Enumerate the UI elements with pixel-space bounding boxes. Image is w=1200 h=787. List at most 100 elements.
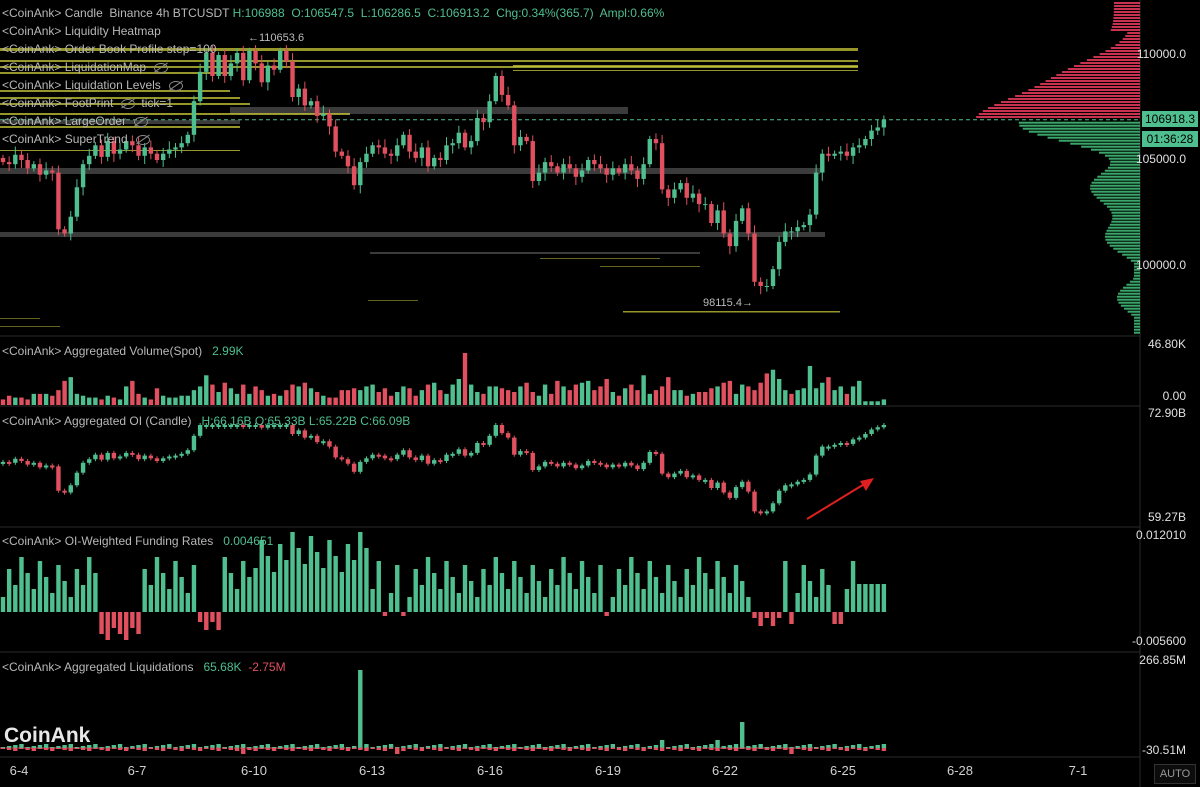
eye-hidden-icon[interactable] — [168, 80, 183, 91]
liquidation-short-bar — [844, 748, 850, 751]
funding-bar — [666, 565, 671, 612]
x-tick: 6-10 — [240, 763, 268, 778]
liquidation-long-bar — [518, 747, 523, 748]
eye-hidden-icon[interactable] — [134, 116, 149, 127]
oi-candle — [752, 491, 757, 512]
volume-bar — [13, 397, 18, 405]
price-candle — [807, 214, 813, 226]
liquidity-level — [0, 318, 40, 319]
eye-hidden-icon[interactable] — [154, 62, 169, 73]
volume-bar — [99, 399, 104, 405]
bid-profile-bar — [1108, 226, 1140, 229]
bid-profile-bar — [1108, 157, 1140, 160]
volume-bar — [80, 395, 86, 405]
funding-bar — [56, 565, 61, 612]
overlay-large-order[interactable]: <CoinAnk> LargeOrder — [2, 112, 154, 130]
candle-legend-amplitude: Ampl:0.66% — [599, 6, 665, 20]
funding-bar — [37, 561, 43, 612]
liquidity-level — [600, 266, 700, 267]
liquidation-long-bar — [549, 746, 554, 748]
liquidation-long-bar — [376, 746, 381, 748]
volume-bar — [881, 399, 887, 405]
liquidation-long-bar — [31, 746, 36, 748]
oi-candle — [487, 435, 492, 445]
overlay-liquidity-heatmap[interactable]: <CoinAnk> Liquidity Heatmap — [2, 22, 161, 40]
eye-hidden-icon[interactable] — [121, 98, 136, 109]
price-candle — [148, 147, 154, 154]
ask-profile-bar — [1110, 47, 1140, 49]
liquidation-long-bar — [179, 746, 184, 748]
liquidations-legend-short: -2.75M — [248, 660, 286, 674]
ask-profile-bar — [1113, 2, 1140, 4]
liquidity-band — [230, 107, 628, 114]
liquidation-long-bar — [456, 745, 462, 748]
liquidation-long-bar — [56, 746, 61, 748]
price-tick-100000: 100000.0 — [1135, 258, 1186, 272]
price-candle — [179, 143, 184, 148]
funding-bar — [160, 573, 166, 612]
liquidation-short-bar — [801, 748, 806, 750]
volume-bar — [549, 393, 554, 405]
price-candle — [703, 204, 708, 206]
funding-legend: <CoinAnk> OI-Weighted Funding Rates 0.00… — [2, 532, 273, 550]
volume-bar — [536, 395, 542, 405]
overlay-liquidation-levels[interactable]: <CoinAnk> Liquidation Levels — [2, 76, 189, 94]
funding-bar — [690, 585, 696, 612]
volume-bar — [87, 397, 92, 405]
funding-bar — [167, 589, 172, 612]
liquidation-short-bar — [105, 748, 110, 751]
funding-bar — [733, 565, 739, 612]
price-candle — [518, 136, 523, 146]
oi-candle — [653, 452, 659, 454]
price-candle — [850, 147, 856, 156]
liquidation-long-bar — [764, 747, 770, 748]
auto-scale-button[interactable]: AUTO — [1154, 764, 1196, 784]
price-candle — [117, 149, 123, 154]
ask-profile-bar — [1001, 101, 1140, 103]
price-candle — [690, 193, 696, 198]
volume-bar — [592, 390, 597, 405]
bid-profile-bar — [1118, 301, 1140, 304]
volume-bar — [271, 393, 277, 405]
bid-profile-bar — [1130, 259, 1140, 262]
price-candle — [524, 136, 529, 142]
volume-bar — [481, 393, 486, 405]
liquidation-short-bar — [727, 748, 733, 750]
liquidation-short-bar — [678, 748, 683, 751]
candle-legend-high: H:106988 — [232, 6, 285, 20]
volume-bar — [358, 390, 363, 405]
liquidation-long-bar — [536, 744, 542, 748]
price-candle — [142, 147, 147, 156]
volume-bar — [222, 382, 227, 405]
overlay-supertrend[interactable]: <CoinAnk> SuperTrend — [2, 130, 156, 148]
overlay-liquidation-map[interactable]: <CoinAnk> LiquidationMap — [2, 58, 174, 76]
price-candle — [438, 157, 443, 160]
bid-profile-bar — [1070, 142, 1140, 145]
overlay-order-book-profile[interactable]: <CoinAnk> Order Book Profile step=100 — [2, 40, 216, 58]
bid-profile-bar — [1134, 265, 1140, 268]
volume-bar — [216, 392, 221, 405]
eye-hidden-icon[interactable] — [135, 134, 150, 145]
ask-profile-bar — [1112, 23, 1140, 25]
oi-candle — [696, 475, 702, 480]
funding-bar — [844, 589, 850, 612]
oi-candle — [284, 425, 289, 427]
liquidation-long-bar — [271, 747, 277, 748]
price-candle — [740, 208, 745, 221]
funding-bar — [487, 585, 492, 612]
volume-bar — [869, 401, 874, 405]
liquidation-short-bar — [820, 748, 825, 750]
overlay-footprint[interactable]: <CoinAnk> FootPrint tick=1 — [2, 94, 173, 112]
liquidation-short-bar — [721, 748, 726, 749]
liquidation-short-bar — [518, 748, 523, 749]
oi-candle — [99, 454, 104, 460]
funding-bar — [555, 585, 560, 612]
bid-profile-bar — [1104, 154, 1140, 157]
volume-bar — [234, 393, 240, 405]
funding-bar — [68, 597, 73, 612]
bid-profile-bar — [1134, 325, 1140, 328]
ask-profile-bar — [988, 107, 1140, 109]
bid-profile-bar — [1101, 172, 1140, 175]
